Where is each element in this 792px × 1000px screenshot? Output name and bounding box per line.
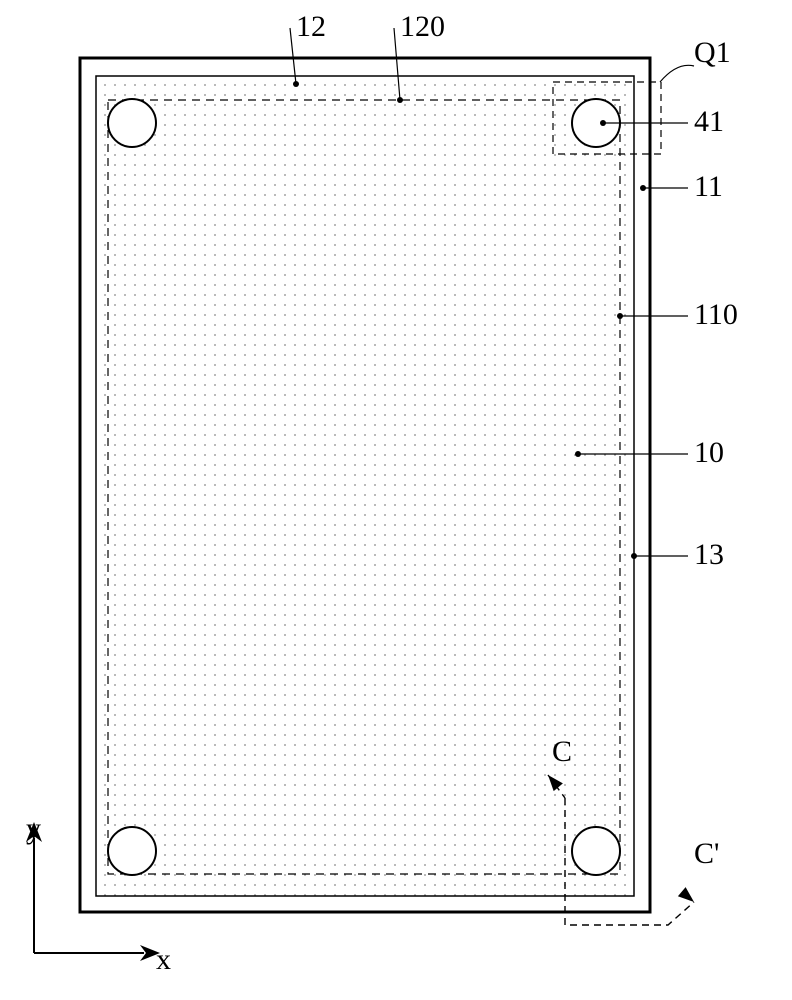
axis-y-label: y [26,812,41,846]
figure-canvas: 12 120 Q1 41 11 110 10 13 C C' x y [0,0,792,1000]
label-11: 11 [694,170,723,204]
corner-hole-tl [108,99,156,147]
corner-hole-br [572,827,620,875]
leader-dot-10 [575,451,581,457]
inner-dotted-region [96,76,634,896]
corner-hole-bl [108,827,156,875]
leader-dot-12 [293,81,299,87]
leader-dot-110 [617,313,623,319]
label-41: 41 [694,105,724,139]
leader-dot-11 [640,185,646,191]
label-c-prime: C' [694,837,719,871]
label-110: 110 [694,298,738,332]
label-10: 10 [694,436,724,470]
label-c: C [552,735,572,769]
leader-Q1 [660,65,694,82]
axis-x-label: x [156,943,171,977]
leader-dot-41 [600,120,606,126]
leader-dot-120 [397,97,403,103]
label-Q1: Q1 [694,36,731,70]
label-13: 13 [694,538,724,572]
diagram-svg [0,0,792,1000]
label-120: 120 [400,10,445,44]
leader-dot-13 [631,553,637,559]
arrow-c-prime [678,887,694,902]
label-12: 12 [296,10,326,44]
